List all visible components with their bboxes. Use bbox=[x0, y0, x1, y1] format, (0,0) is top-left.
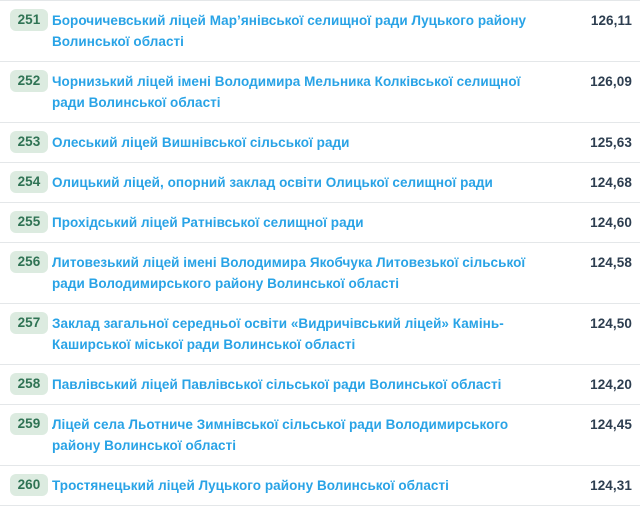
score-value: 126,11 bbox=[590, 13, 632, 28]
rank-badge: 260 bbox=[10, 474, 48, 496]
rank-cell: 258 bbox=[0, 373, 52, 395]
table-row: 256 Литовезький ліцей імені Володимира Я… bbox=[0, 242, 640, 303]
rank-cell: 251 bbox=[0, 9, 52, 31]
name-cell: Заклад загальної середньої освіти «Видри… bbox=[52, 312, 554, 355]
school-name-link[interactable]: Литовезький ліцей імені Володимира Якобч… bbox=[52, 255, 526, 291]
rank-badge: 255 bbox=[10, 211, 48, 233]
name-cell: Прохідський ліцей Ратнівської селищної р… bbox=[52, 211, 554, 233]
table-row: 251 Борочичевський ліцей Мар’янівської с… bbox=[0, 0, 640, 61]
table-row: 253 Олеський ліцей Вишнівської сільської… bbox=[0, 122, 640, 162]
score-value: 124,31 bbox=[590, 478, 632, 493]
rank-cell: 259 bbox=[0, 413, 52, 435]
name-cell: Павлівський ліцей Павлівської сільської … bbox=[52, 373, 554, 395]
name-cell: Ліцей села Льотниче Зимнівської сільсько… bbox=[52, 413, 554, 456]
rank-cell: 260 bbox=[0, 474, 52, 496]
name-cell: Чорнизький ліцей імені Володимира Мельни… bbox=[52, 70, 554, 113]
table-row: 255 Прохідський ліцей Ратнівської селищн… bbox=[0, 202, 640, 242]
name-cell: Тростянецький ліцей Луцького району Воли… bbox=[52, 474, 554, 496]
table-row: 257 Заклад загальної середньої освіти «В… bbox=[0, 303, 640, 364]
score-value: 124,60 bbox=[590, 215, 632, 230]
school-name-link[interactable]: Павлівський ліцей Павлівської сільської … bbox=[52, 377, 502, 392]
score-value: 124,20 bbox=[590, 377, 632, 392]
score-value: 124,58 bbox=[590, 255, 632, 270]
rank-badge: 253 bbox=[10, 131, 48, 153]
school-name-link[interactable]: Прохідський ліцей Ратнівської селищної р… bbox=[52, 215, 364, 230]
school-name-link[interactable]: Заклад загальної середньої освіти «Видри… bbox=[52, 316, 504, 352]
school-name-link[interactable]: Тростянецький ліцей Луцького району Воли… bbox=[52, 478, 449, 493]
rank-cell: 257 bbox=[0, 312, 52, 334]
table-row: 259 Ліцей села Льотниче Зимнівської сіль… bbox=[0, 404, 640, 465]
table-row: 258 Павлівський ліцей Павлівської сільсь… bbox=[0, 364, 640, 404]
table-row: 252 Чорнизький ліцей імені Володимира Ме… bbox=[0, 61, 640, 122]
rank-badge: 256 bbox=[10, 251, 48, 273]
score-value: 125,63 bbox=[590, 135, 632, 150]
rank-cell: 252 bbox=[0, 70, 52, 92]
rank-cell: 255 bbox=[0, 211, 52, 233]
school-name-link[interactable]: Борочичевський ліцей Мар’янівської селищ… bbox=[52, 13, 527, 49]
rank-cell: 256 bbox=[0, 251, 52, 273]
school-name-link[interactable]: Олицький ліцей, опорний заклад освіти Ол… bbox=[52, 175, 493, 190]
score-value: 126,09 bbox=[590, 74, 632, 89]
rank-cell: 254 bbox=[0, 171, 52, 193]
name-cell: Борочичевський ліцей Мар’янівської селищ… bbox=[52, 9, 554, 52]
school-name-link[interactable]: Ліцей села Льотниче Зимнівської сільсько… bbox=[52, 417, 509, 453]
name-cell: Литовезький ліцей імені Володимира Якобч… bbox=[52, 251, 554, 294]
name-cell: Олеський ліцей Вишнівської сільської рад… bbox=[52, 131, 554, 153]
rank-badge: 252 bbox=[10, 70, 48, 92]
rank-badge: 259 bbox=[10, 413, 48, 435]
name-cell: Олицький ліцей, опорний заклад освіти Ол… bbox=[52, 171, 554, 193]
rank-badge: 254 bbox=[10, 171, 48, 193]
score-value: 124,45 bbox=[590, 417, 632, 432]
school-name-link[interactable]: Олеський ліцей Вишнівської сільської рад… bbox=[52, 135, 350, 150]
rank-badge: 258 bbox=[10, 373, 48, 395]
score-value: 124,50 bbox=[590, 316, 632, 331]
rank-cell: 253 bbox=[0, 131, 52, 153]
rank-badge: 257 bbox=[10, 312, 48, 334]
rank-badge: 251 bbox=[10, 9, 48, 31]
table-row: 260 Тростянецький ліцей Луцького району … bbox=[0, 465, 640, 506]
table-row: 254 Олицький ліцей, опорний заклад освіт… bbox=[0, 162, 640, 202]
score-value: 124,68 bbox=[590, 175, 632, 190]
school-name-link[interactable]: Чорнизький ліцей імені Володимира Мельни… bbox=[52, 74, 521, 110]
